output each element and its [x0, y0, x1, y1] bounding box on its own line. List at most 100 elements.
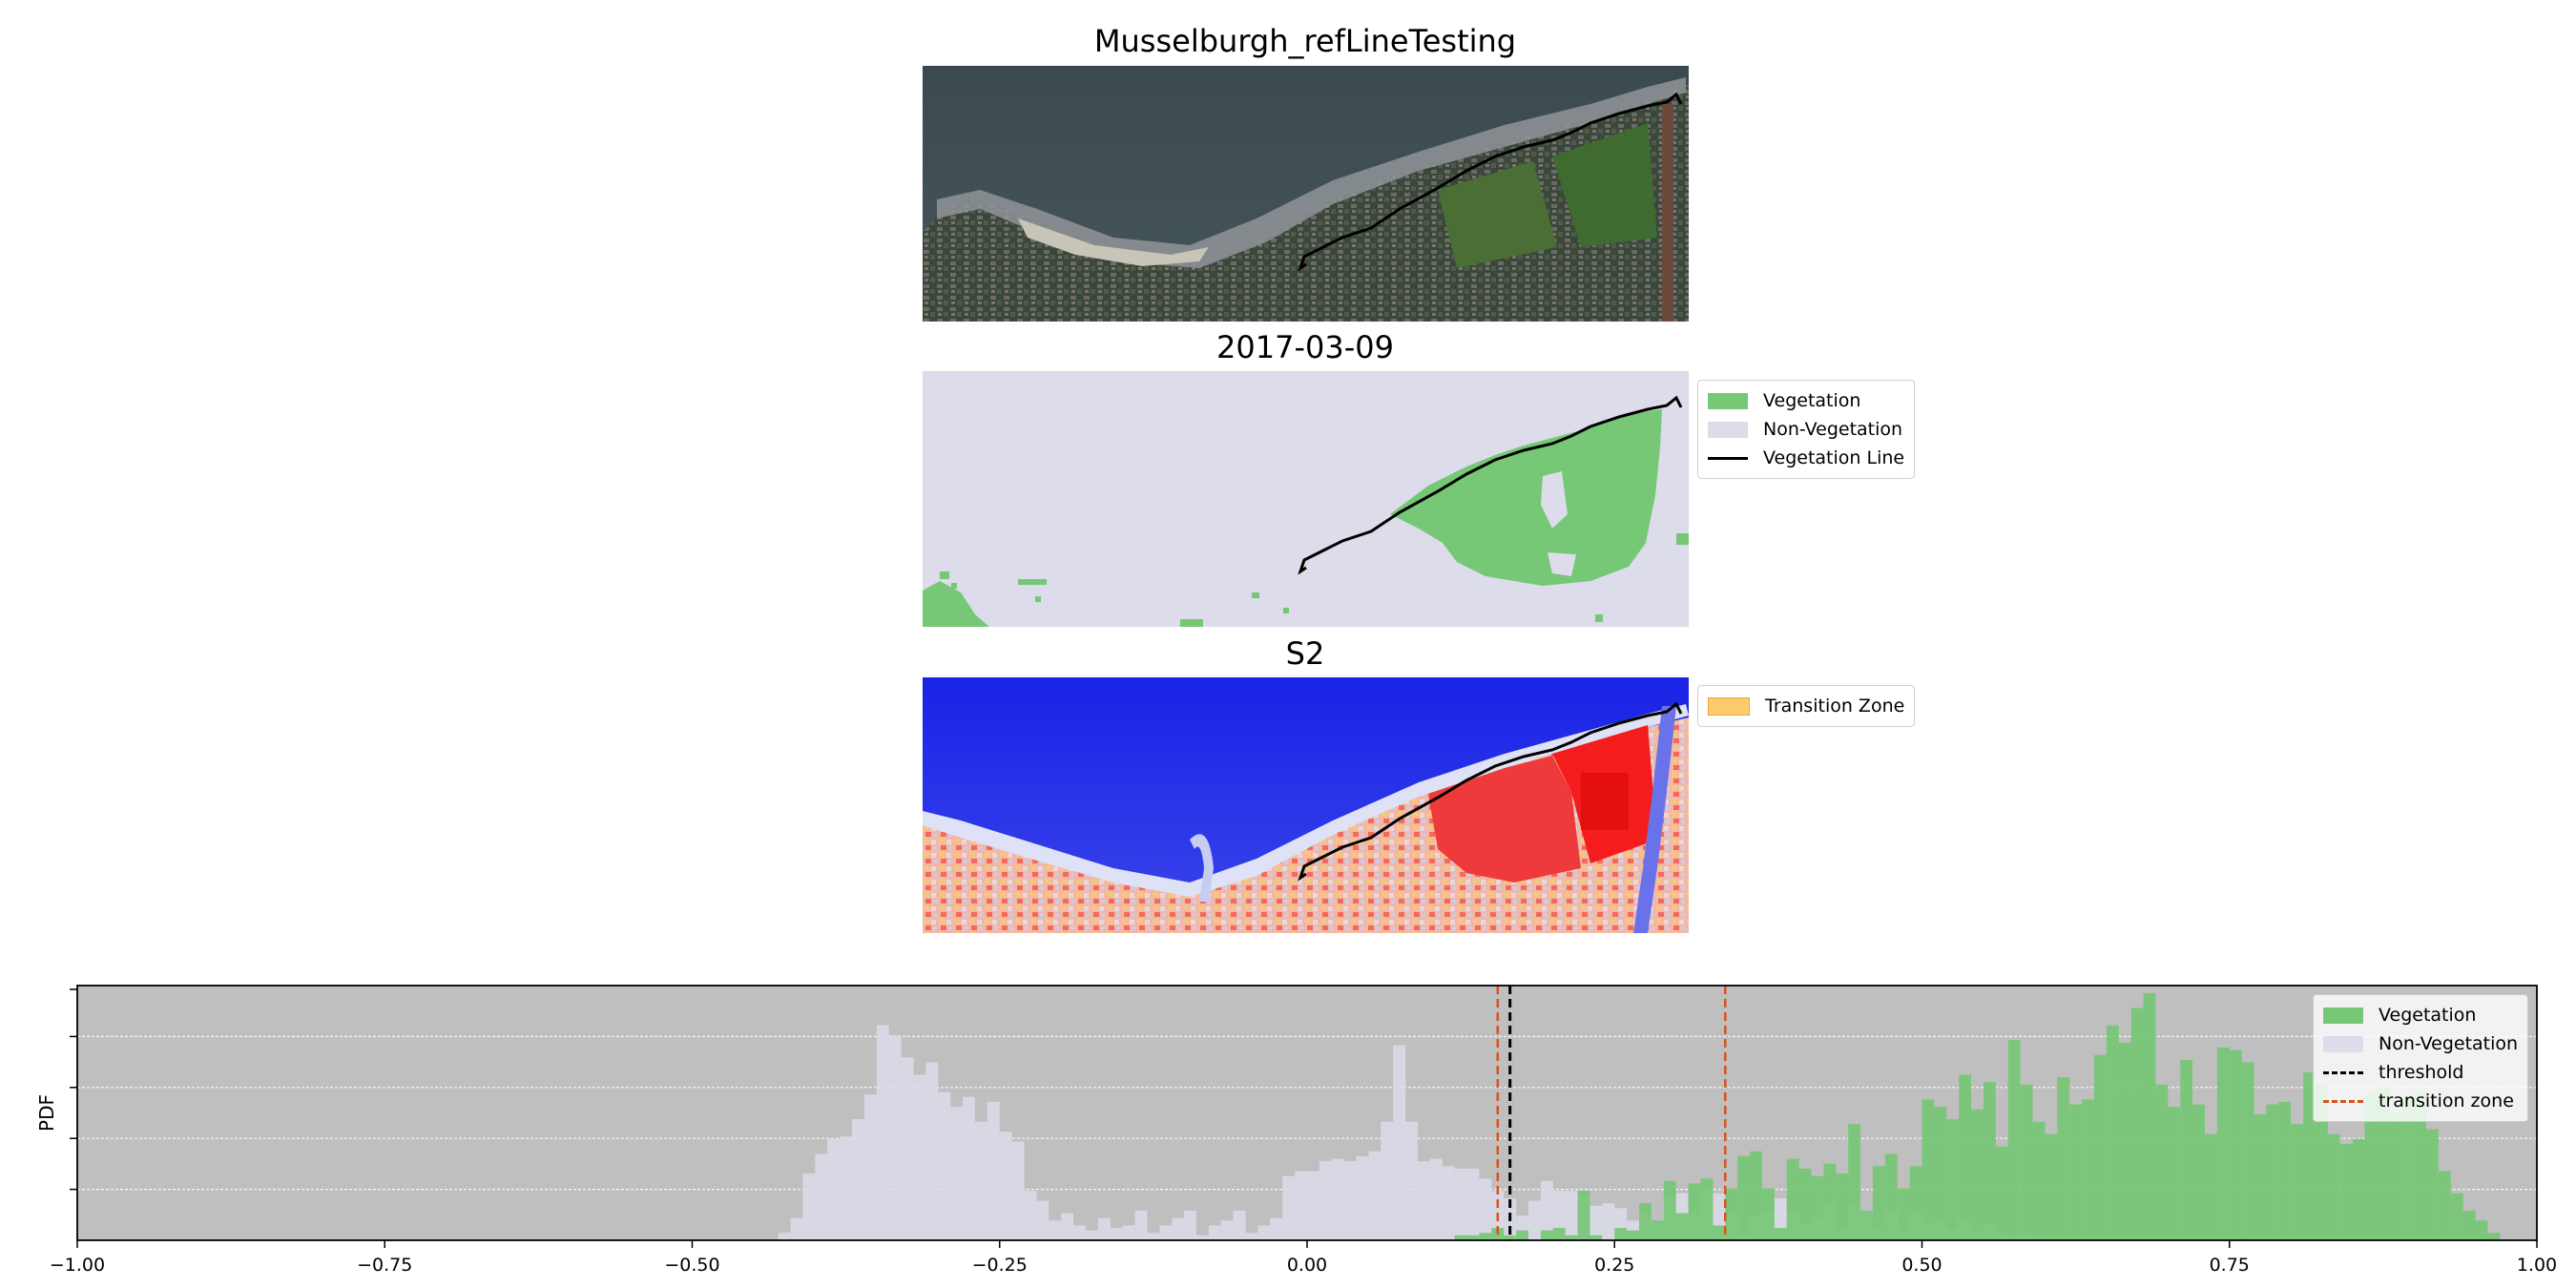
- vegetation-bar: [2020, 1084, 2033, 1240]
- vegetation-bar: [1884, 1153, 1898, 1240]
- non-vegetation-bar: [999, 1132, 1012, 1240]
- vegetation-bar: [1798, 1168, 1812, 1240]
- vegetation-bar: [2364, 1094, 2378, 1240]
- non-vegetation-bar: [1049, 1220, 1062, 1240]
- vegetation-bar: [1909, 1166, 1922, 1240]
- vegetation-bar: [1774, 1228, 1787, 1240]
- non-vegetation-bar: [1220, 1220, 1234, 1240]
- vegetation-bar: [1848, 1124, 1861, 1240]
- vegetation-bar: [1552, 1228, 1566, 1240]
- vegetation-bar: [2487, 1233, 2501, 1240]
- legend-label: threshold: [2379, 1062, 2464, 1083]
- non-vegetation-bar: [876, 1025, 889, 1240]
- non-vegetation-bar: [1245, 1233, 1258, 1240]
- legend-item-vegetation-line: Vegetation Line: [1708, 444, 1904, 472]
- vegetation-bar: [2045, 1133, 2058, 1240]
- vegetation-bar: [1466, 1235, 1480, 1240]
- vegetation-bar: [1479, 1233, 1492, 1240]
- vegetation-bar: [1750, 1151, 1762, 1240]
- vegetation-bar: [1589, 1235, 1603, 1240]
- non-vegetation-bar: [1134, 1210, 1148, 1240]
- vegetation-bar: [2339, 1143, 2353, 1240]
- non-vegetation-bar: [1282, 1175, 1296, 1240]
- vegetation-bar: [1565, 1235, 1578, 1240]
- non-vegetation-bar: [852, 1119, 864, 1240]
- legend-label: Vegetation: [1763, 390, 1861, 411]
- vegetation-bar: [2425, 1129, 2439, 1240]
- x-tick-label: −0.75: [357, 1255, 412, 1276]
- non-vegetation-bar: [1528, 1200, 1541, 1240]
- x-tick-label: 0.75: [2210, 1255, 2250, 1276]
- non-vegetation-bar: [815, 1153, 828, 1240]
- vegetation-bar: [1761, 1188, 1775, 1240]
- vegetation-bar: [2069, 1104, 2083, 1240]
- vegetation-bar: [2241, 1062, 2254, 1240]
- non-vegetation-bar: [1061, 1213, 1074, 1240]
- vegetation-bar: [2327, 1133, 2340, 1240]
- non-vegetation-bar: [1393, 1045, 1406, 1240]
- legend-item-non-vegetation: Non-Vegetation: [1708, 415, 1904, 444]
- vegetation-bar: [1516, 1230, 1529, 1240]
- vegetation-bar: [1663, 1180, 1676, 1240]
- vegetation-bar: [1651, 1220, 1664, 1240]
- vegetation-bar: [2106, 1025, 2119, 1240]
- vegetation-bar: [2180, 1059, 2193, 1240]
- classified-title: 2017-03-09: [1216, 329, 1394, 365]
- legend-label: Vegetation Line: [1763, 447, 1905, 468]
- non-vegetation-bar: [1073, 1225, 1086, 1240]
- non-vegetation-bar: [974, 1121, 987, 1240]
- non-vegetation-bar: [963, 1096, 975, 1240]
- vegetation-bar: [2093, 1054, 2107, 1240]
- non-vegetation-bar: [1036, 1200, 1049, 1240]
- vegetation-bar: [2315, 1084, 2328, 1240]
- index-image: [923, 677, 1689, 933]
- rgb-title: Musselburgh_refLineTesting: [1093, 23, 1517, 59]
- vegetation-bar: [2168, 1107, 2181, 1240]
- non-vegetation-bar: [1479, 1178, 1492, 1240]
- vegetation-swatch: [2323, 1007, 2363, 1024]
- vegetation-swatch: [1708, 392, 1748, 409]
- vegetation-bar: [2462, 1210, 2476, 1240]
- vegetation-bar: [1614, 1228, 1628, 1240]
- non-vegetation-bar: [950, 1107, 964, 1240]
- vegetation-bar: [2155, 1084, 2169, 1240]
- y-axis-label: PDF: [35, 1094, 58, 1132]
- non-vegetation-bar: [1442, 1166, 1455, 1240]
- non-vegetation-bar: [888, 1035, 902, 1240]
- x-tick-label: 0.50: [1901, 1255, 1942, 1276]
- non-vegetation-bar: [778, 1233, 791, 1240]
- non-vegetation-bar: [790, 1217, 803, 1240]
- non-vegetation-bar: [1319, 1161, 1332, 1240]
- vegetation-bar: [1836, 1174, 1849, 1240]
- non-vegetation-bar: [840, 1136, 853, 1240]
- non-vegetation-bar: [827, 1138, 841, 1240]
- x-tick-label: 1.00: [2517, 1255, 2557, 1276]
- vegetation-bar: [1454, 1235, 1467, 1240]
- vegetation-bar: [2007, 1040, 2021, 1240]
- non-vegetation-bar: [1097, 1217, 1111, 1240]
- vegetation-bar: [2130, 1008, 2144, 1240]
- x-tick-label: −1.00: [50, 1255, 105, 1276]
- non-vegetation-bar: [1602, 1203, 1615, 1240]
- classified-legend: Vegetation Non-Vegetation Vegetation Lin…: [1697, 380, 1916, 479]
- vegetation-bar: [1811, 1175, 1824, 1240]
- vegetation-bar: [1823, 1163, 1837, 1240]
- vegetation-bar: [2352, 1138, 2365, 1240]
- non-vegetation-bar: [1418, 1161, 1430, 1240]
- legend-label: Transition Zone: [1765, 696, 1905, 717]
- vegetation-bar: [2229, 1049, 2242, 1240]
- vegetation-bar: [2291, 1124, 2304, 1240]
- x-tick-label: 0.25: [1594, 1255, 1634, 1276]
- vegetation-bar: [2377, 1087, 2390, 1240]
- vegetation-bar: [2057, 1077, 2070, 1240]
- transition-zone-swatch: [2323, 1099, 2363, 1103]
- legend-item-vegetation: Vegetation: [1708, 386, 1904, 415]
- vegetation-bar: [2389, 1111, 2402, 1240]
- vegetation-bar: [2438, 1171, 2451, 1240]
- vegetation-bar: [1737, 1155, 1751, 1240]
- non-vegetation-bar: [1356, 1155, 1369, 1240]
- legend-label: transition zone: [2379, 1091, 2514, 1111]
- non-vegetation-bar: [1405, 1121, 1419, 1240]
- vegetation-bar: [2303, 1071, 2316, 1240]
- legend-label: Vegetation: [2379, 1005, 2477, 1026]
